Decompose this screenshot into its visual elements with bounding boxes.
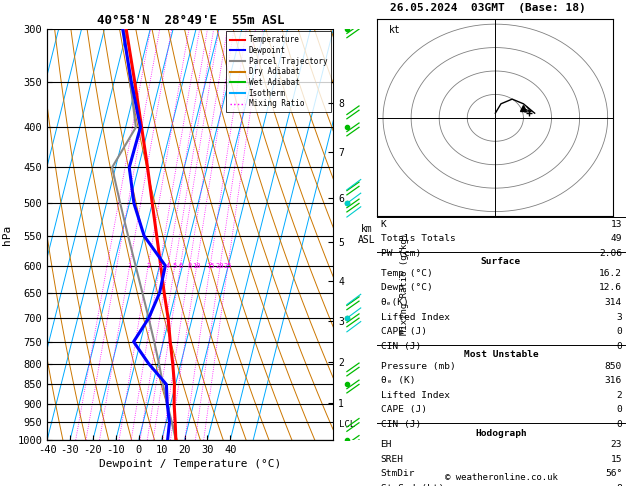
Text: kt: kt	[389, 25, 401, 35]
Text: 20: 20	[216, 262, 225, 269]
Text: StmSpd (kt): StmSpd (kt)	[381, 484, 444, 486]
Text: K: K	[381, 220, 386, 229]
Text: 12.6: 12.6	[599, 283, 622, 293]
Text: Surface: Surface	[481, 258, 521, 266]
Text: 5: 5	[173, 262, 177, 269]
Text: 49: 49	[611, 234, 622, 243]
Text: 2.06: 2.06	[599, 249, 622, 258]
Text: 16.2: 16.2	[599, 269, 622, 278]
Text: 26.05.2024  03GMT  (Base: 18): 26.05.2024 03GMT (Base: 18)	[389, 3, 586, 14]
Text: 15: 15	[611, 454, 622, 464]
Text: © weatheronline.co.uk: © weatheronline.co.uk	[445, 473, 557, 482]
Text: 0: 0	[616, 327, 622, 336]
Text: 0: 0	[616, 420, 622, 429]
Text: SREH: SREH	[381, 454, 404, 464]
Text: 8: 8	[616, 484, 622, 486]
Text: Temp (°C): Temp (°C)	[381, 269, 432, 278]
Text: Mixing Ratio (g/kg): Mixing Ratio (g/kg)	[401, 233, 409, 335]
Text: Totals Totals: Totals Totals	[381, 234, 455, 243]
Text: 3: 3	[616, 312, 622, 322]
Text: Dewp (°C): Dewp (°C)	[381, 283, 432, 293]
Text: PW (cm): PW (cm)	[381, 249, 421, 258]
Text: 2: 2	[616, 391, 622, 400]
Text: 15: 15	[206, 262, 214, 269]
Text: CAPE (J): CAPE (J)	[381, 327, 426, 336]
Text: 4: 4	[166, 262, 170, 269]
X-axis label: Dewpoint / Temperature (°C): Dewpoint / Temperature (°C)	[99, 459, 281, 469]
Text: Lifted Index: Lifted Index	[381, 312, 450, 322]
Text: 314: 314	[605, 298, 622, 307]
Text: 2: 2	[146, 262, 150, 269]
Text: Pressure (mb): Pressure (mb)	[381, 362, 455, 371]
Text: StmDir: StmDir	[381, 469, 415, 478]
Text: 0: 0	[616, 342, 622, 351]
Text: 316: 316	[605, 376, 622, 385]
Text: 25: 25	[224, 262, 232, 269]
Text: 13: 13	[611, 220, 622, 229]
Text: 0: 0	[616, 405, 622, 415]
Text: 23: 23	[611, 440, 622, 449]
Text: 8: 8	[187, 262, 192, 269]
Text: 10: 10	[192, 262, 201, 269]
Text: 56°: 56°	[605, 469, 622, 478]
Text: θₑ(K): θₑ(K)	[381, 298, 409, 307]
Y-axis label: km
ASL: km ASL	[357, 224, 375, 245]
Y-axis label: hPa: hPa	[2, 225, 12, 244]
Text: EH: EH	[381, 440, 392, 449]
Text: 6: 6	[179, 262, 182, 269]
Text: Most Unstable: Most Unstable	[464, 350, 538, 359]
Text: Lifted Index: Lifted Index	[381, 391, 450, 400]
Text: CAPE (J): CAPE (J)	[381, 405, 426, 415]
Text: 850: 850	[605, 362, 622, 371]
Text: LCL: LCL	[339, 420, 355, 429]
Text: 3: 3	[158, 262, 162, 269]
Text: CIN (J): CIN (J)	[381, 342, 421, 351]
Title: 40°58'N  28°49'E  55m ASL: 40°58'N 28°49'E 55m ASL	[96, 14, 284, 27]
Legend: Temperature, Dewpoint, Parcel Trajectory, Dry Adiabat, Wet Adiabat, Isotherm, Mi: Temperature, Dewpoint, Parcel Trajectory…	[226, 32, 331, 112]
Text: 1: 1	[128, 262, 132, 269]
Text: θₑ (K): θₑ (K)	[381, 376, 415, 385]
Text: CIN (J): CIN (J)	[381, 420, 421, 429]
Text: Hodograph: Hodograph	[475, 429, 527, 437]
